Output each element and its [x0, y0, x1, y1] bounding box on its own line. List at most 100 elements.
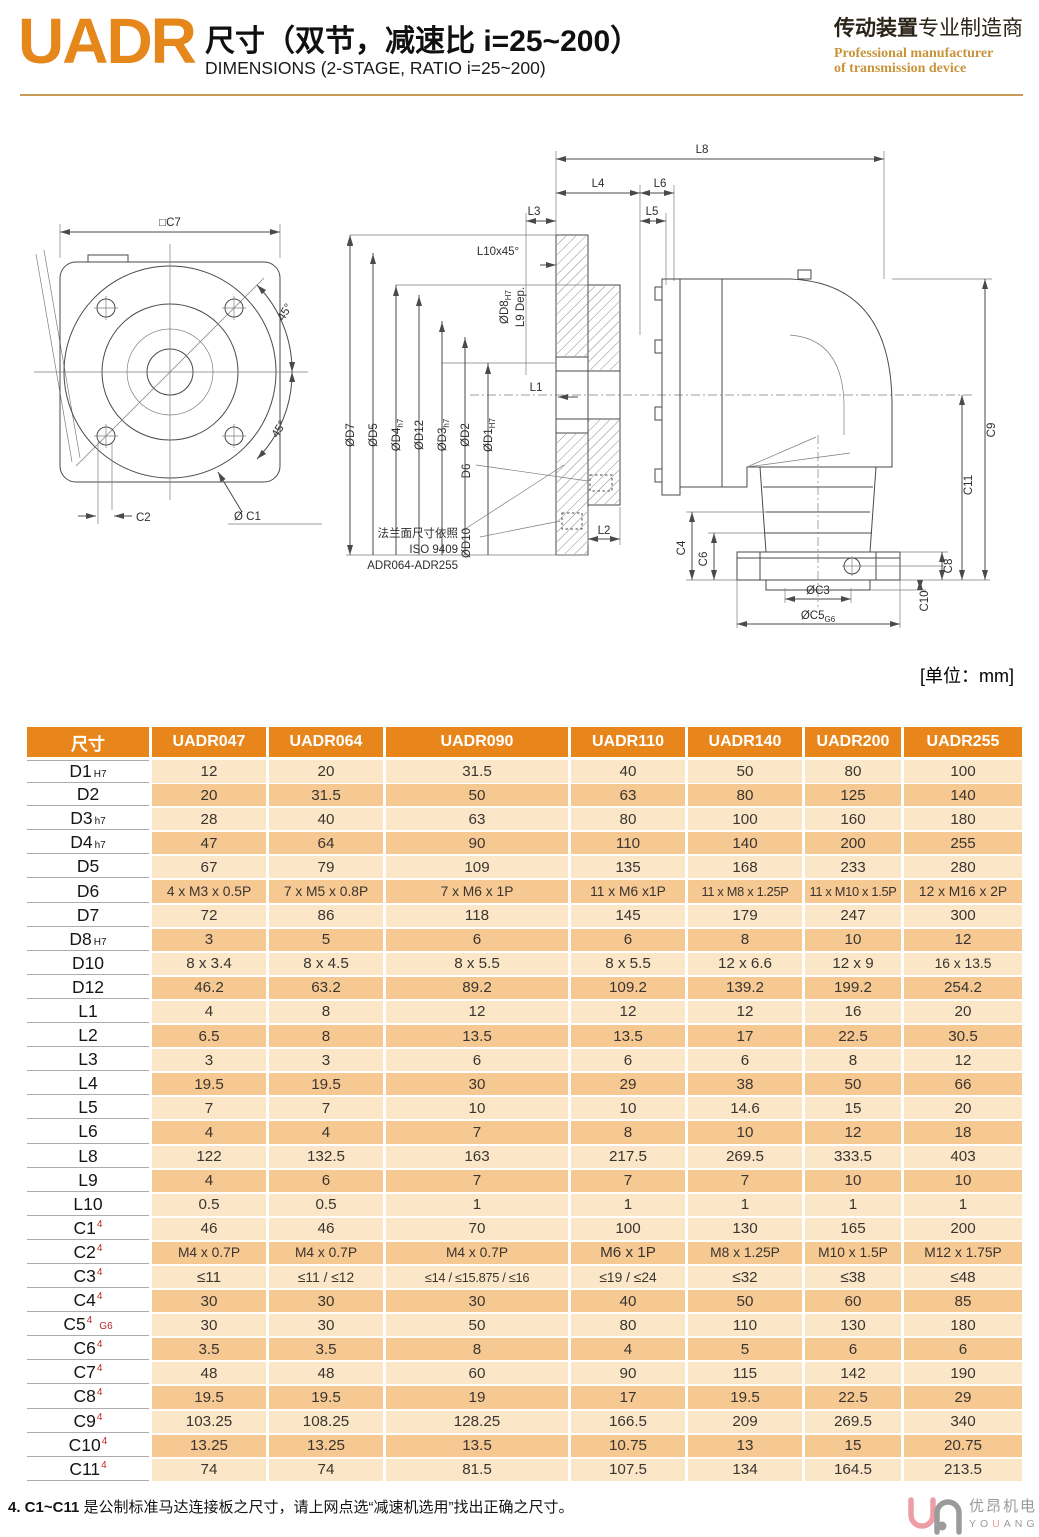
dim-value: 70	[386, 1217, 568, 1240]
dim-value: 13.25	[269, 1434, 383, 1457]
dim-value: 79	[269, 856, 383, 879]
row-label: L2	[27, 1025, 149, 1048]
row-label: L4	[27, 1073, 149, 1096]
row-label: L10	[27, 1193, 149, 1216]
dim-value: 130	[805, 1314, 901, 1337]
dim-value: 17	[688, 1025, 802, 1048]
table-row-l3: L3 3 3 6 6 6 8 12	[27, 1049, 1023, 1072]
dim-value: 67	[152, 856, 266, 879]
dim-label-l10: L10x45°	[477, 246, 519, 258]
dim-value: 5	[269, 928, 383, 951]
dim-value: 140	[688, 832, 802, 855]
table-row-l10: L10 0.5 0.5 1 1 1 1 1	[27, 1193, 1023, 1216]
dim-value: 199.2	[805, 976, 901, 999]
dim-value: 20	[904, 1000, 1022, 1024]
dim-value: 22.5	[805, 1025, 901, 1048]
dim-value: 89.2	[386, 976, 568, 999]
table-row-d5: D5 67 79 109 135 168 233 280	[27, 856, 1023, 879]
dim-value: 15	[805, 1434, 901, 1457]
row-label: C2 4	[27, 1241, 149, 1264]
logo-text-zh: 优昂机电	[969, 1497, 1038, 1515]
logo-text: 优昂机电 YOUANG	[969, 1495, 1039, 1530]
dim-value: 15	[805, 1097, 901, 1120]
dim-value: 29	[571, 1073, 685, 1096]
product-name: UADR	[18, 5, 197, 77]
row-label: D6	[27, 880, 149, 903]
dim-label-c9: C9	[986, 423, 998, 438]
dim-value: 11 x M10 x 1.5P	[805, 880, 901, 903]
dim-value: 19.5	[269, 1073, 383, 1096]
dim-value: 80	[571, 1314, 685, 1337]
dim-value: 200	[904, 1217, 1022, 1240]
dim-value: 269.5	[688, 1145, 802, 1168]
dim-value: 118	[386, 904, 568, 927]
dim-label-d10: ØD10	[461, 528, 473, 558]
table-header-row: 尺寸 UADR047 UADR064 UADR090 UADR110 UADR140 UAD…	[27, 727, 1023, 757]
row-label: D7	[27, 904, 149, 927]
dim-value: 20	[904, 1097, 1022, 1120]
dim-value: 90	[571, 1362, 685, 1385]
dim-value: M4 x 0.7P	[152, 1241, 266, 1264]
dim-value: 30.5	[904, 1025, 1022, 1048]
dim-value: 190	[904, 1362, 1022, 1385]
dim-value: 50	[386, 1314, 568, 1337]
dim-value: 10	[688, 1121, 802, 1144]
dim-label-d3: ØD3h7	[437, 418, 451, 451]
dim-value: 12	[386, 1000, 568, 1024]
dim-value: 7	[152, 1097, 266, 1120]
table-row-l5: L5 7 7 10 10 14.6 15 20	[27, 1097, 1023, 1120]
dim-value: 12	[904, 1049, 1022, 1072]
table-row-c8: C8 4 19.5 19.5 19 17 19.5 22.5 29	[27, 1386, 1023, 1409]
dim-value: 300	[904, 904, 1022, 927]
dim-value: 0.5	[269, 1193, 383, 1216]
dim-value: 247	[805, 904, 901, 927]
dim-value: 50	[688, 760, 802, 783]
dim-value: 13.5	[386, 1434, 568, 1457]
dim-value: 50	[688, 1290, 802, 1313]
brand-slogan-zh-bold: 传动装置	[834, 17, 918, 40]
table-row-d1: D1 H7 12 20 31.5 40 50 80 100	[27, 760, 1023, 783]
dim-value: 30	[269, 1290, 383, 1313]
dim-value: 8 x 5.5	[386, 952, 568, 975]
dim-value: 3	[269, 1049, 383, 1072]
dim-label-l3: L3	[528, 206, 541, 218]
dim-value: 132.5	[269, 1145, 383, 1168]
dim-value: 46	[152, 1217, 266, 1240]
flange-note-line2: ISO 9409	[409, 544, 458, 556]
dim-value: 110	[571, 832, 685, 855]
dim-value: 5	[688, 1338, 802, 1361]
dim-value: 40	[269, 808, 383, 831]
dim-value: 8	[805, 1049, 901, 1072]
dim-value: 1	[904, 1193, 1022, 1216]
column-header-uadr047: UADR047	[152, 727, 266, 757]
dim-value: 64	[269, 832, 383, 855]
dim-label-c2: C2	[136, 512, 151, 524]
dim-value: 6	[688, 1049, 802, 1072]
dim-value: 255	[904, 832, 1022, 855]
table-row-c4: C4 4 30 30 30 40 50 60 85	[27, 1290, 1023, 1313]
brand-slogan-zh-rest: 专业制造商	[918, 17, 1023, 40]
dim-value: 8	[688, 928, 802, 951]
dim-value: 139.2	[688, 976, 802, 999]
dim-value: 31.5	[269, 784, 383, 807]
dim-value: 1	[805, 1193, 901, 1216]
row-label: L5	[27, 1097, 149, 1120]
dim-value: 164.5	[805, 1458, 901, 1481]
brand-slogan-en-line1: Professional manufacturer	[834, 46, 994, 61]
row-label: C7 4	[27, 1362, 149, 1385]
dim-value: 30	[152, 1290, 266, 1313]
dim-label-c11: C11	[963, 475, 975, 495]
dim-value: 142	[805, 1362, 901, 1385]
dim-value: 3.5	[269, 1338, 383, 1361]
dim-label-c3: ØC3	[806, 585, 830, 597]
dim-value: 6	[904, 1338, 1022, 1361]
table-row-l4: L4 19.5 19.5 30 29 38 50 66	[27, 1073, 1023, 1096]
dim-value: 7	[269, 1097, 383, 1120]
table-row-l1: L1 4 8 12 12 12 16 20	[27, 1000, 1023, 1024]
dim-value: M10 x 1.5P	[805, 1241, 901, 1264]
page-subtitle: DIMENSIONS (2-STAGE, RATIO i=25~200)	[205, 58, 546, 78]
dim-value: 31.5	[386, 760, 568, 783]
dim-value: 10	[386, 1097, 568, 1120]
column-header-uadr064: UADR064	[269, 727, 383, 757]
dim-value: 13.5	[386, 1025, 568, 1048]
